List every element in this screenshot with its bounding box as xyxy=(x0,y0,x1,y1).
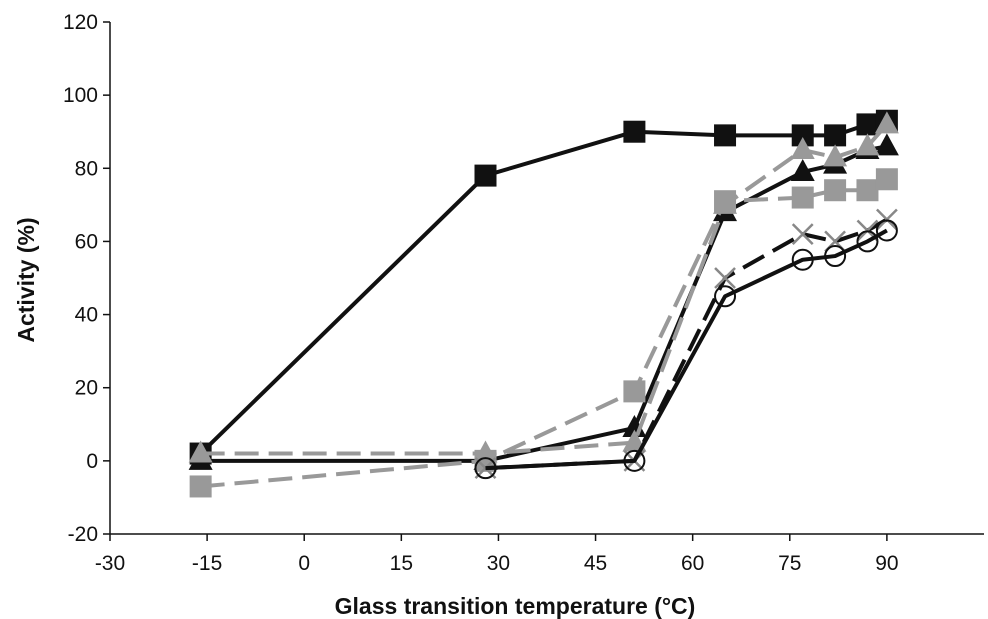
x-tick-label: 15 xyxy=(390,552,413,575)
series-4-point xyxy=(823,144,848,167)
series-1-point xyxy=(791,124,814,147)
y-tick-label: 120 xyxy=(63,11,98,34)
series-6-point xyxy=(791,248,814,271)
series-6-point xyxy=(474,457,497,480)
series-3-point xyxy=(623,380,646,403)
y-tick-label: -20 xyxy=(68,523,98,546)
x-tick-label: 75 xyxy=(778,552,801,575)
series-6-point xyxy=(824,245,847,268)
series-3 xyxy=(189,168,898,498)
x-axis-title: Glass transition temperature (°C) xyxy=(335,593,696,619)
y-axis-title: Activity (%) xyxy=(13,217,39,342)
series-3-point xyxy=(189,475,212,498)
x-tick-label: -30 xyxy=(95,552,125,575)
y-tick-label: 40 xyxy=(75,304,98,327)
series-1 xyxy=(189,109,898,465)
series-3-line xyxy=(200,177,888,489)
series-layer xyxy=(188,109,899,498)
series-2 xyxy=(188,133,899,470)
series-4-point xyxy=(713,191,738,214)
series-4-point xyxy=(790,137,815,159)
x-tick-label: 0 xyxy=(298,552,310,575)
series-2-line xyxy=(200,144,888,463)
series-6 xyxy=(474,219,898,480)
series-6-point xyxy=(714,285,737,308)
x-tick-label: -15 xyxy=(192,552,222,575)
series-1-point xyxy=(824,124,847,147)
series-3-point xyxy=(875,168,898,191)
y-tick-label: 100 xyxy=(63,84,98,107)
series-4-point xyxy=(473,440,498,463)
x-tick-label: 60 xyxy=(681,552,704,575)
series-2-point xyxy=(790,158,815,181)
series-5-point xyxy=(714,267,736,289)
series-6-line xyxy=(485,228,888,471)
series-4 xyxy=(188,111,899,463)
x-tick-label: 30 xyxy=(487,552,510,575)
series-3-point xyxy=(824,179,847,202)
y-tick-label: 0 xyxy=(86,450,98,473)
series-2-point xyxy=(874,133,899,156)
series-1-line xyxy=(199,118,888,455)
series-4-point xyxy=(855,133,880,156)
series-5-point xyxy=(791,223,814,245)
y-tick-label: 60 xyxy=(75,230,98,253)
series-1-point xyxy=(856,113,879,136)
axes xyxy=(103,21,984,541)
series-1-point xyxy=(474,164,497,187)
series-3-point xyxy=(791,186,814,209)
y-tick-label: 20 xyxy=(75,377,98,400)
series-6-point xyxy=(875,219,898,242)
series-4-point xyxy=(874,111,899,134)
series-6-point xyxy=(856,230,879,253)
series-1-point xyxy=(714,124,737,147)
x-tick-label: 45 xyxy=(584,552,607,575)
series-4-line xyxy=(200,123,889,456)
series-1-point xyxy=(623,120,646,143)
series-4-point xyxy=(188,440,213,463)
x-tick-label: 90 xyxy=(875,552,898,575)
tick-labels: -20 0 20 40 60 80 100 120 -30 -15 0 15 30 45 60 75 90 xyxy=(63,11,899,575)
y-tick-label: 80 xyxy=(75,157,98,180)
series-3-point xyxy=(856,179,879,202)
series-6-point xyxy=(623,449,646,472)
